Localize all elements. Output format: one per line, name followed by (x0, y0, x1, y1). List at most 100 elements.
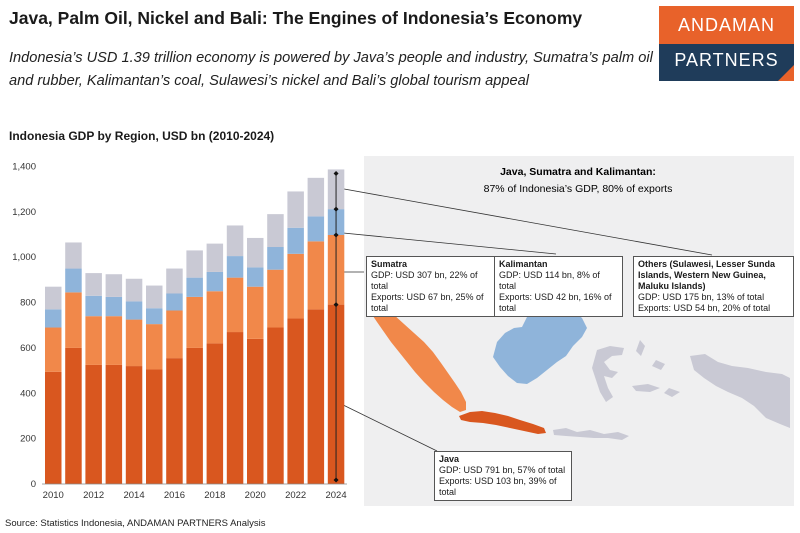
bar-stack-group (45, 169, 345, 484)
bar-java-2016 (166, 358, 183, 484)
bar-others-2014 (125, 278, 143, 302)
bar-others-2015 (146, 285, 163, 309)
bar-others-2020 (247, 237, 264, 268)
bar-sumatra-2016 (166, 310, 183, 359)
lesser-sunda-islands (553, 428, 629, 440)
java-callout: Java GDP: USD 791 bn, 57% of total Expor… (434, 451, 572, 501)
bar-others-2010 (45, 286, 62, 310)
x-axis-labels: 2010 2012 2014 2016 2018 2020 2022 2024 (43, 490, 347, 501)
y-axis-labels: 0 200 400 600 800 1,000 1,200 1,400 (12, 162, 36, 491)
logo-line1: ANDAMAN (677, 15, 775, 35)
segment-marker-diamond (333, 206, 339, 212)
others-callout-gdp: GDP: USD 175 bn, 13% of total (638, 292, 765, 302)
y-tick-label: 1,000 (12, 252, 36, 263)
bar-kalimantan-2016 (166, 293, 183, 311)
logo-band (659, 44, 794, 81)
bar-sumatra-2020 (247, 286, 264, 339)
y-tick-label: 1,200 (12, 207, 36, 218)
others-callout-title: Others (Sulawesi, Lesser Sunda Islands, … (638, 259, 776, 291)
x-tick-label: 2012 (83, 490, 104, 501)
bar-java-2015 (146, 369, 163, 484)
sumatra-callout-gdp: GDP: USD 307 bn, 22% of total (371, 270, 478, 291)
segment-marker-diamond (333, 232, 339, 238)
bar-kalimantan-2013 (105, 296, 123, 317)
x-tick-label: 2014 (123, 490, 144, 501)
logo-corner-mark (778, 65, 794, 81)
y-tick-label: 1,400 (12, 162, 36, 173)
y-tick-label: 800 (20, 298, 36, 309)
bar-kalimantan-2021 (267, 247, 284, 270)
bar-java-2021 (267, 327, 284, 484)
bar-kalimantan-2023 (307, 216, 325, 242)
bar-sumatra-2022 (287, 253, 304, 319)
java-callout-exports: Exports: USD 103 bn, 39% of total (439, 476, 557, 497)
bar-kalimantan-2011 (65, 268, 82, 293)
others-callout-exports: Exports: USD 54 bn, 20% of total (638, 303, 771, 313)
page-title: Java, Palm Oil, Nickel and Bali: The Eng… (9, 8, 583, 28)
map-header-sub: 87% of Indonesia’s GDP, 80% of exports (484, 183, 673, 195)
java-callout-title: Java (439, 454, 460, 464)
bar-others-2017 (186, 250, 203, 278)
bar-sumatra-2021 (267, 269, 284, 328)
bar-kalimantan-2018 (206, 271, 224, 292)
chart-title: Indonesia GDP by Region, USD bn (2010-20… (9, 129, 275, 143)
bar-kalimantan-2012 (85, 295, 102, 317)
bar-kalimantan-2015 (146, 308, 163, 325)
bar-sumatra-2023 (307, 241, 325, 310)
kalimantan-leader (332, 231, 557, 255)
bar-sumatra-2011 (65, 292, 82, 348)
segment-marker-diamond (333, 302, 339, 308)
bar-java-2011 (65, 347, 82, 484)
segment-marker-diamond (333, 170, 339, 176)
kalimantan-callout: Kalimantan GDP: USD 114 bn, 8% of total … (494, 256, 623, 317)
bar-others-2011 (65, 242, 82, 269)
bar-sumatra-2015 (146, 324, 163, 370)
sulawesi-island (592, 346, 624, 402)
java-leader (332, 399, 438, 452)
bar-java-2017 (186, 347, 203, 484)
bar-others-2016 (166, 268, 183, 294)
bar-java-2023 (307, 309, 325, 484)
x-tick-label: 2020 (245, 490, 266, 501)
others-callout: Others (Sulawesi, Lesser Sunda Islands, … (633, 256, 794, 317)
bar-sumatra-2010 (45, 327, 62, 372)
bar-others-2023 (307, 177, 325, 217)
bar-java-2014 (125, 366, 143, 484)
logo-line2: PARTNERS (674, 50, 779, 70)
sumatra-callout-exports: Exports: USD 67 bn, 25% of total (371, 292, 484, 313)
bar-java-2012 (85, 364, 102, 484)
bar-sumatra-2019 (226, 277, 244, 333)
maluku-islands (632, 340, 680, 397)
page-subtitle: Indonesia’s USD 1.39 trillion economy is… (9, 50, 653, 89)
x-tick-label: 2018 (204, 490, 225, 501)
java-callout-gdp: GDP: USD 791 bn, 57% of total (439, 465, 566, 475)
bar-java-2010 (45, 371, 62, 484)
kalimantan-callout-gdp: GDP: USD 114 bn, 8% of total (499, 270, 600, 291)
sumatra-callout-title: Sumatra (371, 259, 408, 269)
source-note: Source: Statistics Indonesia, ANDAMAN PA… (5, 518, 266, 529)
x-tick-label: 2024 (325, 490, 346, 501)
bar-others-2012 (85, 273, 102, 296)
sumatra-island (371, 305, 466, 412)
bar-java-2022 (287, 318, 304, 484)
bar-java-2019 (226, 332, 244, 484)
kalimantan-callout-title: Kalimantan (499, 259, 548, 269)
java-island (459, 411, 546, 434)
map-header-title: Java, Sumatra and Kalimantan: (500, 166, 656, 178)
bar-kalimantan-2022 (287, 227, 304, 254)
bar-java-2020 (247, 338, 264, 484)
bar-kalimantan-2019 (226, 256, 244, 278)
bar-kalimantan-2020 (247, 267, 264, 287)
others-leader (332, 186, 713, 256)
bar-kalimantan-2010 (45, 309, 62, 328)
bar-sumatra-2017 (186, 296, 203, 348)
bar-java-2018 (206, 343, 224, 484)
western-new-guinea (690, 354, 790, 428)
y-tick-label: 400 (20, 388, 36, 399)
bar-sumatra-2012 (85, 316, 102, 365)
bar-others-2021 (267, 214, 284, 248)
bar-others-2019 (226, 225, 244, 257)
kalimantan-callout-exports: Exports: USD 42 bn, 16% of total (499, 292, 612, 313)
bar-others-2018 (206, 243, 224, 272)
bar-kalimantan-2014 (125, 301, 143, 320)
